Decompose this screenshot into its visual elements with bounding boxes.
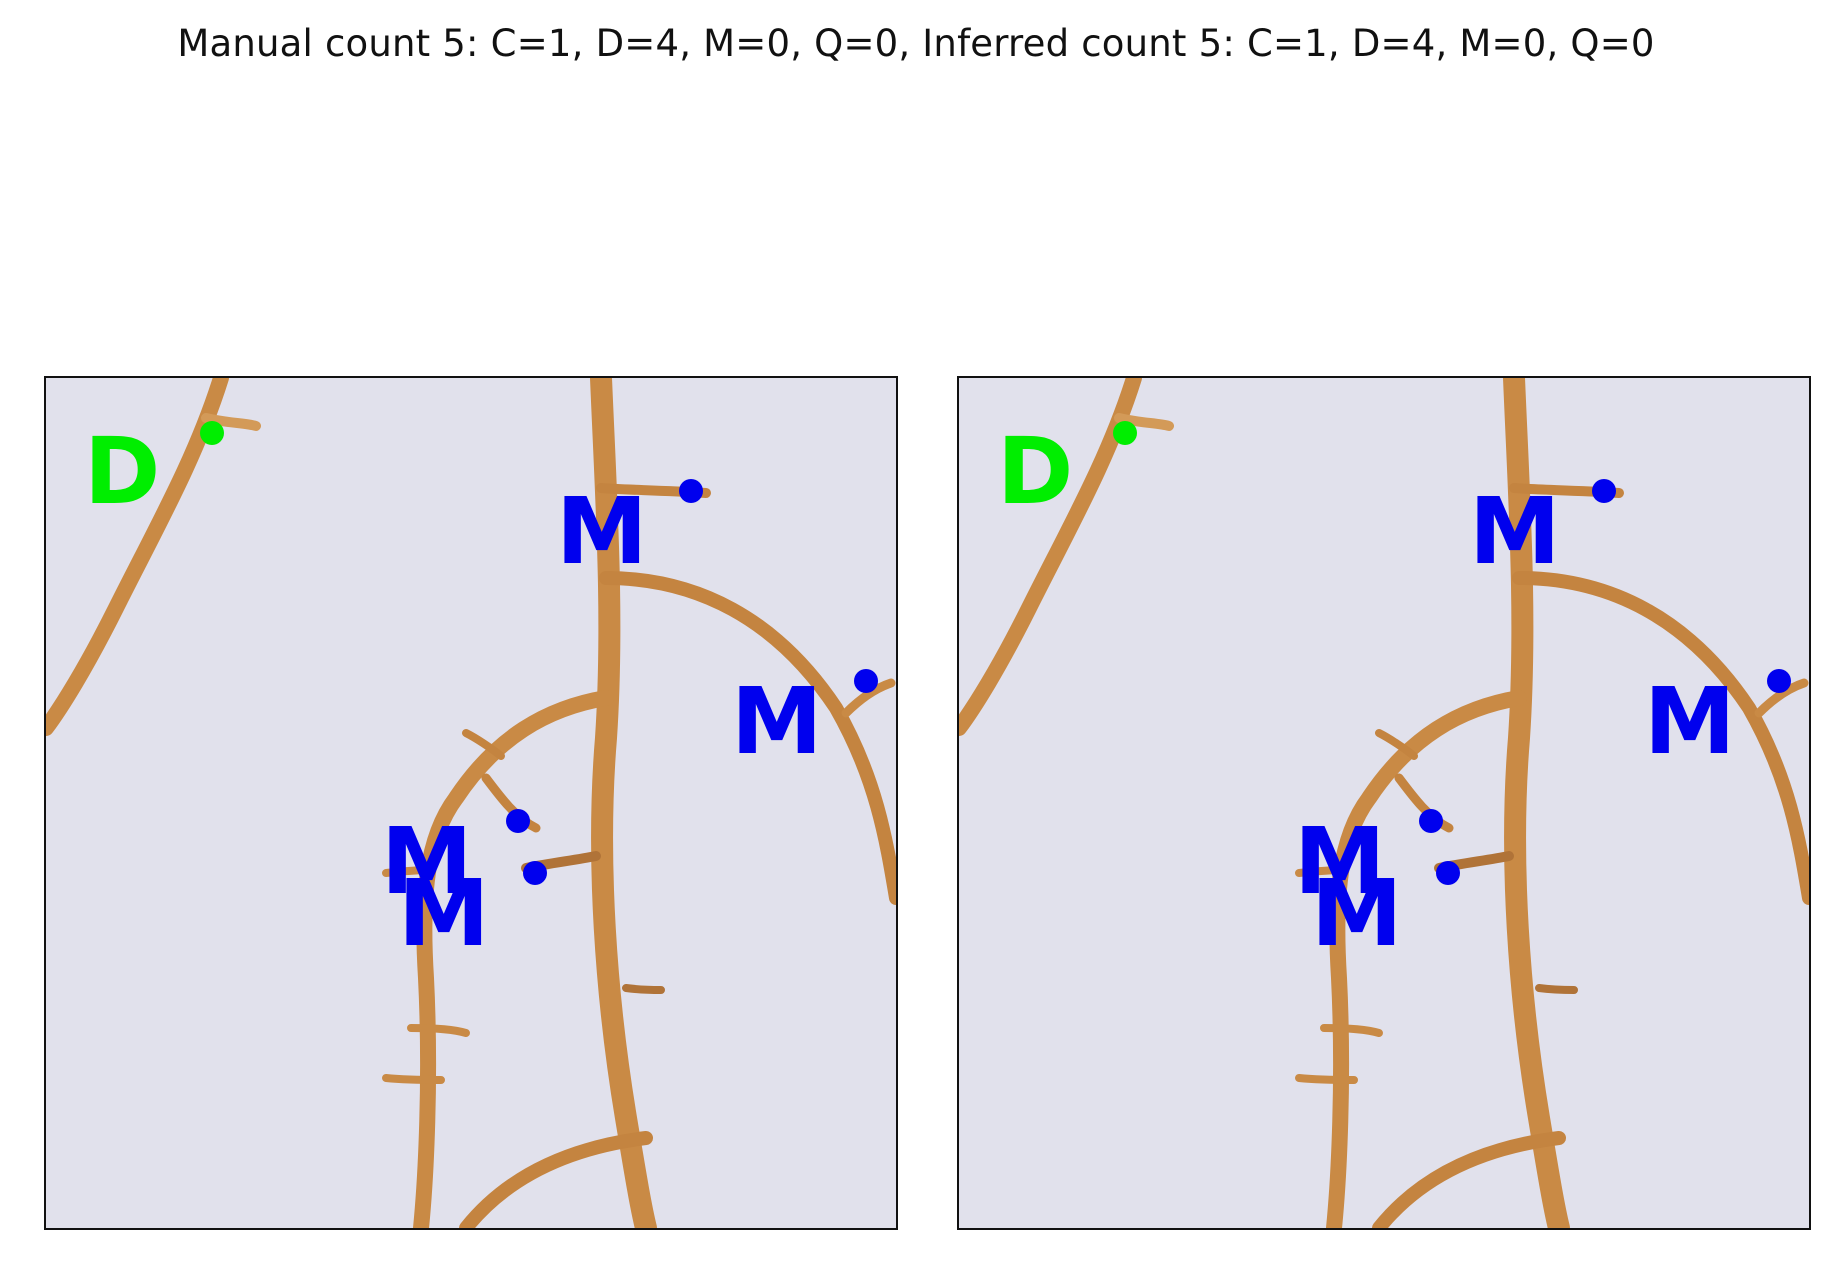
main-root [1503,378,1570,1228]
d-marker-dot [200,421,224,445]
lateral-root-2 [1754,678,1809,718]
m-marker-dot-2 [1767,669,1791,693]
annotation-markers: D M M M M [997,418,1791,967]
bottom-root [459,1131,653,1228]
m-label-3: M [1294,808,1386,915]
annotation-markers: D M M M M [84,418,878,967]
lateral-root-5 [1375,729,1418,760]
lateral-root-2 [841,678,896,718]
m-marker-dot-4 [1436,861,1460,885]
upper-left-root-tip [1114,413,1174,431]
lateral-root-4 [1394,773,1454,833]
right-branch-root [1512,571,1809,905]
m-label-1: M [556,478,648,585]
d-label: D [84,418,160,525]
upper-left-root-tip [201,413,261,431]
root-photo-manual: D M M M M [46,378,896,1228]
paper-shading [959,378,1809,1228]
lateral-root-5 [462,729,505,760]
m-label-4: M [1311,860,1403,967]
m-label-2: M [1644,668,1736,775]
lateral-root-8 [382,1074,445,1084]
m-marker-dot-2 [854,669,878,693]
lateral-root-6 [1295,866,1348,877]
inferred-count-image-panel: D M M M M [957,376,1811,1230]
lateral-root-4 [481,773,541,833]
m-label-3: M [381,808,473,915]
lateral-root-6 [382,866,435,877]
lower-left-branch-root [1326,690,1527,1228]
m-marker-dot-1 [1592,479,1616,503]
paper-shading [46,378,896,1228]
lateral-root-9 [622,984,665,994]
lateral-root-9 [1535,984,1578,994]
right-branch-root [599,571,896,905]
lateral-root-7 [1320,1024,1383,1037]
m-marker-dot-1 [679,479,703,503]
upper-left-root [46,378,229,736]
m-label-2: M [731,668,823,775]
d-marker-dot [1113,421,1137,445]
bottom-root [1372,1131,1566,1228]
m-marker-dot-4 [523,861,547,885]
figure-title: Manual count 5: C=1, D=4, M=0, Q=0, Infe… [177,22,1655,65]
m-marker-dot-3 [1419,809,1443,833]
paper-background [959,378,1809,1228]
d-label: D [997,418,1073,525]
root-photo-inferred: D M M M M [959,378,1809,1228]
root-system [959,378,1809,1228]
m-label-4: M [398,860,490,967]
lateral-root-8 [1295,1074,1358,1084]
lateral-root-7 [407,1024,470,1037]
root-system [46,378,896,1228]
m-marker-dot-3 [506,809,530,833]
manual-count-image-panel: D M M M M [44,376,898,1230]
upper-left-root [959,378,1142,736]
main-root [590,378,657,1228]
m-label-1: M [1469,478,1561,585]
lower-left-branch-root [413,690,614,1228]
paper-background [46,378,896,1228]
